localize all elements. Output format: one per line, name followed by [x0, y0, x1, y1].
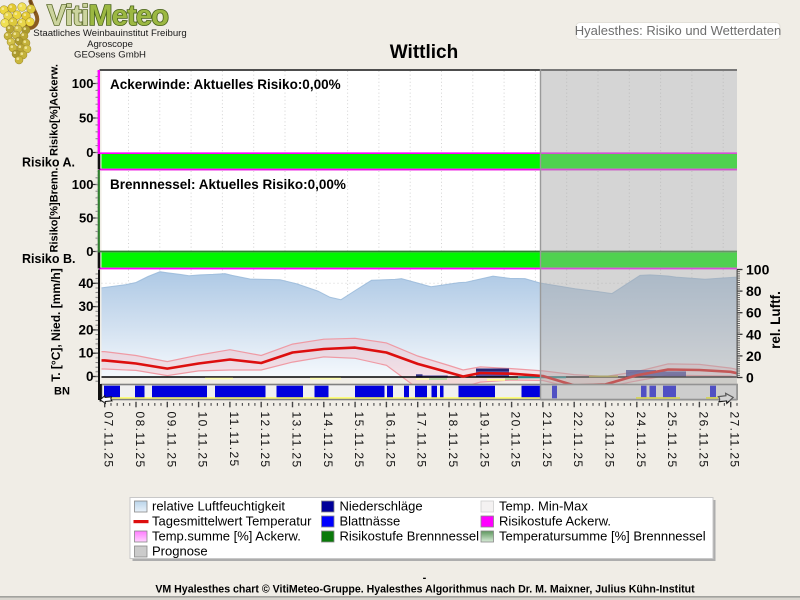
svg-text:Wittlich: Wittlich	[390, 42, 458, 63]
svg-text:-: -	[423, 572, 427, 584]
svg-text:10: 10	[78, 346, 93, 361]
svg-text:10.11.25: 10.11.25	[196, 412, 210, 469]
svg-text:Staatliches Weinbauinstitut Fr: Staatliches Weinbauinstitut Freiburg	[33, 28, 186, 39]
svg-text:Temperatursumme [%] Brennnesse: Temperatursumme [%] Brennnessel	[499, 529, 706, 544]
svg-text:100: 100	[72, 76, 94, 91]
svg-text:Ackerwinde: Aktuelles Risiko:0: Ackerwinde: Aktuelles Risiko:0,00%	[110, 77, 341, 92]
svg-text:0: 0	[86, 244, 93, 259]
svg-text:100: 100	[746, 262, 770, 278]
svg-text:24.11.25: 24.11.25	[634, 412, 648, 469]
svg-text:11.11.25: 11.11.25	[227, 412, 241, 468]
svg-text:22.11.25: 22.11.25	[571, 412, 585, 469]
svg-text:07.11.25: 07.11.25	[102, 412, 116, 469]
svg-text:Tagesmittelwert Temperatur: Tagesmittelwert Temperatur	[152, 514, 312, 529]
svg-text:12.11.25: 12.11.25	[258, 412, 272, 469]
svg-text:40: 40	[78, 276, 93, 291]
svg-text:Prognose: Prognose	[152, 544, 208, 559]
svg-text:Risiko B.: Risiko B.	[22, 252, 76, 266]
svg-text:15.11.25: 15.11.25	[352, 412, 366, 469]
svg-text:Hyalesthes: Risiko und Wetterd: Hyalesthes: Risiko und Wetterdaten	[575, 23, 781, 38]
svg-text:14.11.25: 14.11.25	[321, 412, 335, 469]
svg-text:60: 60	[746, 305, 762, 321]
svg-text:50: 50	[79, 211, 93, 226]
svg-text:0: 0	[746, 370, 754, 386]
svg-text:rel. Luftf.: rel. Luftf.	[768, 291, 783, 349]
svg-text:20: 20	[746, 348, 762, 364]
svg-text:0: 0	[86, 369, 94, 384]
svg-text:Blattnässe: Blattnässe	[340, 514, 401, 529]
svg-text:20: 20	[78, 322, 93, 337]
svg-text:BN: BN	[54, 386, 70, 398]
svg-text:23.11.25: 23.11.25	[603, 412, 617, 469]
svg-text:21.11.25: 21.11.25	[540, 412, 554, 469]
svg-text:80: 80	[746, 283, 762, 299]
svg-text:VM Hyalesthes chart © VitiMete: VM Hyalesthes chart © VitiMeteo-Gruppe. …	[155, 584, 695, 596]
svg-text:50: 50	[79, 111, 93, 126]
svg-text:VitiMeteo: VitiMeteo	[47, 0, 168, 32]
svg-text:Risikostufe Ackerw.: Risikostufe Ackerw.	[499, 514, 611, 529]
svg-text:T. [°C], Nied. [mm/h]: T. [°C], Nied. [mm/h]	[49, 268, 63, 381]
svg-text:27.11.25: 27.11.25	[728, 412, 742, 469]
svg-text:16.11.25: 16.11.25	[383, 412, 397, 469]
svg-text:Risiko A.: Risiko A.	[22, 156, 75, 170]
svg-text:GEOsens GmbH: GEOsens GmbH	[74, 50, 146, 61]
svg-text:20.11.25: 20.11.25	[509, 412, 523, 469]
svg-text:08.11.25: 08.11.25	[133, 412, 147, 469]
svg-text:Risiko[%]Brenn.: Risiko[%]Brenn.	[49, 168, 61, 253]
svg-text:30: 30	[78, 299, 93, 314]
svg-text:19.11.25: 19.11.25	[477, 412, 491, 469]
svg-text:26.11.25: 26.11.25	[696, 412, 710, 469]
svg-text:Agroscope: Agroscope	[87, 39, 133, 50]
svg-text:Risikostufe Brennnessel: Risikostufe Brennnessel	[340, 529, 480, 544]
svg-text:relative Luftfeuchtigkeit: relative Luftfeuchtigkeit	[152, 499, 285, 514]
svg-text:25.11.25: 25.11.25	[665, 412, 679, 469]
svg-text:Risiko[%]Ackerw.: Risiko[%]Ackerw.	[49, 64, 61, 156]
svg-text:13.11.25: 13.11.25	[290, 412, 304, 469]
svg-text:Niederschläge: Niederschläge	[340, 499, 423, 514]
svg-text:18.11.25: 18.11.25	[446, 412, 460, 469]
svg-text:40: 40	[746, 326, 762, 342]
svg-text:Brennnessel: Aktuelles Risiko:: Brennnessel: Aktuelles Risiko:0,00%	[110, 177, 346, 192]
svg-text:100: 100	[72, 177, 94, 192]
svg-text:09.11.25: 09.11.25	[164, 412, 178, 469]
svg-text:0: 0	[86, 145, 93, 160]
svg-text:Temp.summe [%] Ackerw.: Temp.summe [%] Ackerw.	[152, 529, 301, 544]
svg-text:17.11.25: 17.11.25	[415, 412, 429, 469]
svg-text:Temp. Min-Max: Temp. Min-Max	[499, 499, 588, 514]
